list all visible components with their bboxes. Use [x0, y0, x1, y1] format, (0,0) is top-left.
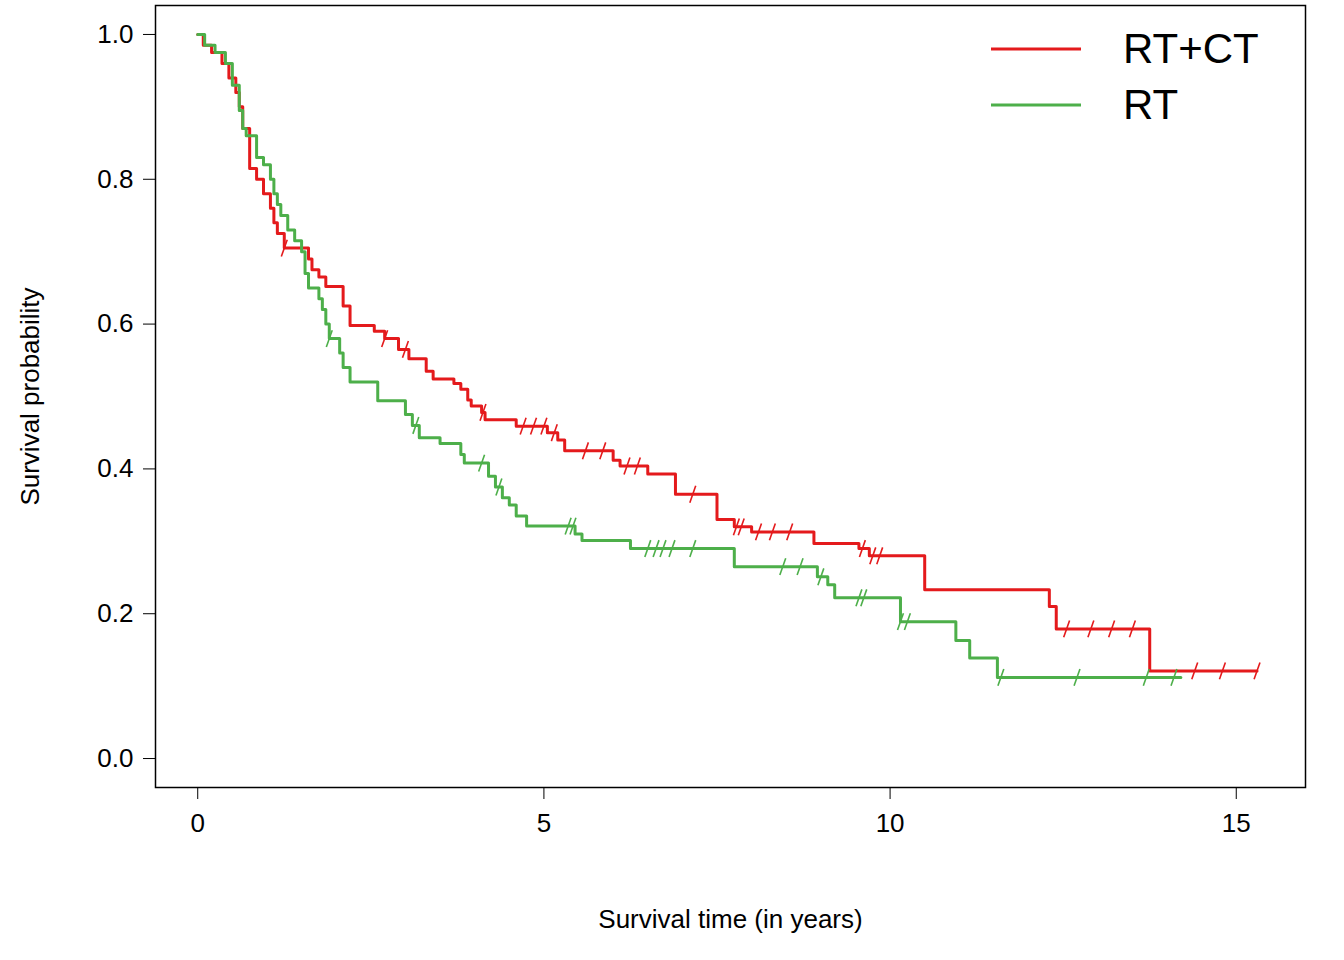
svg-text:Survival time (in years): Survival time (in years) — [598, 904, 862, 934]
svg-text:15: 15 — [1222, 808, 1251, 838]
svg-text:RT: RT — [1123, 81, 1178, 128]
svg-text:5: 5 — [537, 808, 551, 838]
svg-text:Survival probability: Survival probability — [15, 287, 45, 505]
svg-text:0.0: 0.0 — [97, 743, 133, 773]
svg-text:RT+CT: RT+CT — [1123, 25, 1259, 72]
svg-text:0.4: 0.4 — [97, 453, 133, 483]
svg-text:0.6: 0.6 — [97, 308, 133, 338]
svg-text:0.2: 0.2 — [97, 598, 133, 628]
svg-text:1.0: 1.0 — [97, 19, 133, 49]
svg-text:0: 0 — [190, 808, 204, 838]
svg-text:0.8: 0.8 — [97, 164, 133, 194]
svg-text:10: 10 — [876, 808, 905, 838]
